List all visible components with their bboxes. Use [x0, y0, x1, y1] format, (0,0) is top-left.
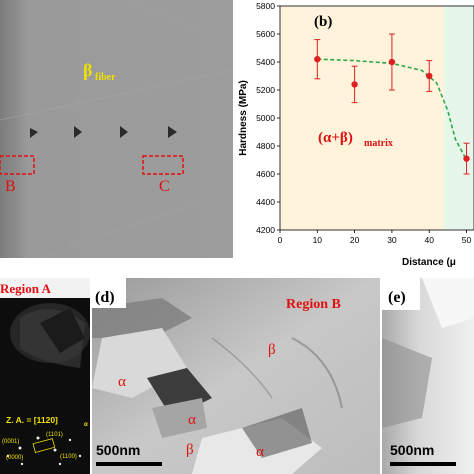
box-b-label: B: [5, 178, 16, 195]
panel-b-hardness-chart: 4200 4400 4600 4800 5000 5200 5400 5600 5800 0 10…: [234, 0, 474, 275]
region-b-label: Region B: [286, 297, 341, 312]
scale-bar-e: [390, 462, 456, 466]
spot-label-0000: (0000): [6, 455, 23, 461]
data-point: [463, 155, 470, 162]
panel-e-tem-image: (e) 500nm: [382, 278, 474, 474]
spot-label-1100: (1100): [60, 454, 77, 460]
x-axis-title: Distance (μ: [402, 257, 456, 268]
scale-label-d: 500nm: [96, 442, 140, 458]
panel-d-tem-image: (d) Region B α β α β α 500nm: [92, 278, 380, 474]
x-tick-label: 0: [278, 235, 283, 245]
fit-trend-line: [317, 58, 468, 161]
phase-label-1: α: [118, 374, 126, 390]
region-a-label: Region A: [0, 281, 52, 296]
y-tick-label: 5600: [256, 29, 275, 39]
y-tick-label: 5200: [256, 85, 275, 95]
y-tick-label: 4400: [256, 197, 275, 207]
zone-axis-sub: α: [84, 422, 88, 428]
y-tick-label: 4800: [256, 141, 275, 151]
y-tick-label: 4200: [256, 225, 275, 235]
y-tick-label: 5000: [256, 113, 275, 123]
y-tick-label: 5400: [256, 57, 275, 67]
spot-label-1101: (1101): [46, 432, 63, 438]
phase-label-5: α: [256, 444, 264, 460]
phase-label-2: β: [268, 342, 276, 358]
x-tick-label: 30: [387, 235, 397, 245]
fiber-region-bg: [444, 6, 474, 230]
matrix-region-bg: [280, 6, 445, 230]
matrix-annotation-sub: matrix: [364, 138, 393, 149]
data-point: [314, 56, 321, 63]
box-c: [142, 155, 184, 175]
y-axis-title: Hardness (MPa): [238, 80, 249, 156]
beta-fiber-label: β: [83, 60, 92, 80]
data-point: [351, 81, 358, 88]
y-tick-label: 4600: [256, 169, 275, 179]
panel-a-sem-image: B C β fiber: [0, 0, 233, 258]
x-tick-label: 50: [462, 235, 472, 245]
y-tick-label: 5800: [256, 1, 275, 11]
panel-c-tem-image: Region A Z. A. = [1120] α (0001) (1101) …: [0, 278, 90, 474]
box-b: [0, 155, 35, 175]
x-tick-label: 20: [350, 235, 360, 245]
data-point: [426, 72, 433, 80]
zone-axis-label: Z. A. = [1120]: [6, 415, 58, 425]
box-c-label: C: [159, 178, 170, 195]
spot-label-0001: (0001): [2, 439, 19, 445]
panel-d-label: (d): [95, 289, 115, 306]
diffraction-spots: [6, 436, 82, 466]
x-tick-label: 40: [424, 235, 434, 245]
matrix-annotation: (α+β): [318, 130, 353, 146]
panel-e-label: (e): [388, 289, 406, 306]
phase-label-3: α: [188, 412, 196, 428]
data-point: [388, 58, 396, 66]
indent-marks: [30, 126, 177, 138]
scale-label-e: 500nm: [390, 442, 434, 458]
x-tick-label: 10: [313, 235, 323, 245]
beta-fiber-sub: fiber: [95, 72, 116, 83]
phase-label-4: β: [186, 442, 194, 458]
panel-b-label: (b): [314, 14, 332, 30]
scale-bar-d: [96, 462, 162, 466]
